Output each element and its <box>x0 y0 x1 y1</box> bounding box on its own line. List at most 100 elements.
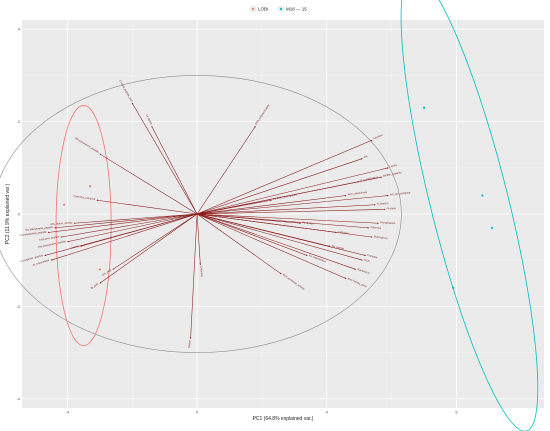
loading-label: Bt_poly <box>90 281 100 290</box>
loading-label: Abs_lipase_activity <box>50 220 73 226</box>
legend-label-lobi: LOBI <box>258 7 268 12</box>
loading-arrow <box>189 213 198 339</box>
loading-arrow <box>99 153 198 215</box>
loading-label: IAA <box>363 154 368 159</box>
loading-label: Chitinase <box>199 266 204 278</box>
x-tick-label: 8 <box>455 410 458 415</box>
data-points <box>63 106 494 290</box>
loading-label: Re_pellicle <box>331 244 345 251</box>
loading-label: Ac extracellular <box>32 258 50 267</box>
legend-label-m18: M18 --- 15 <box>286 7 307 12</box>
loading-arrow <box>196 213 308 256</box>
loading-arrow <box>197 167 389 215</box>
grid-lines <box>22 20 544 408</box>
x-axis-title: PC1 (64.8% explained var.) <box>253 416 314 422</box>
loading-arrow <box>197 194 389 215</box>
loading-arrow <box>131 102 198 215</box>
loading-label: DNase <box>187 340 191 349</box>
loading-arrow <box>197 204 376 215</box>
loading-label: Am_pro_protease <box>390 190 411 196</box>
loading-label: Biofilm_capacity <box>383 170 403 178</box>
loading-arrow <box>196 213 347 279</box>
loading-arrow <box>54 213 198 229</box>
legend-marker-m18 <box>279 7 283 11</box>
point-series-1 <box>452 286 455 290</box>
loading-arrow <box>196 213 282 275</box>
x-tick-label: 4 <box>326 410 329 415</box>
loading-label: Gelatin <box>70 244 80 250</box>
legend: LOBI M18 --- 15 <box>249 5 307 13</box>
loading-arrow <box>47 213 198 234</box>
loading-arrow <box>197 208 386 215</box>
loading-label: Protease <box>367 253 379 260</box>
x-tick-label: 0 <box>196 410 199 415</box>
y-tick-label: 2 <box>18 119 21 124</box>
point-series-0 <box>63 203 66 206</box>
loading-arrow <box>112 213 198 270</box>
legend-item-m18: M18 --- 15 <box>277 5 307 13</box>
loading-label: Lo polystyrene_peptide <box>19 230 47 237</box>
loading-label: Lo polyester_peptide <box>19 253 44 263</box>
loading-label: Total prot. peptide <box>39 234 61 241</box>
legend-marker-lobi <box>251 7 255 11</box>
loading-label: Cleft Ptot_extracell <box>73 194 96 201</box>
loading-label: Le_lipase <box>145 114 154 126</box>
loading-arrow <box>196 213 202 266</box>
loading-label: Gly polystyrene_peptide <box>25 225 54 232</box>
loading-label: Phosphatase <box>380 220 396 225</box>
y-axis-title: PC2 (11.9% explained var.) <box>5 183 11 244</box>
loading-label: ACC_deaminase <box>347 190 368 196</box>
loading-arrow <box>99 213 198 284</box>
loading-label: Fe_siderophore <box>308 253 327 263</box>
loading-arrow <box>196 158 363 215</box>
loading-arrow <box>197 213 370 229</box>
point-series-1 <box>481 194 484 197</box>
loading-arrow <box>196 139 373 215</box>
loading-arrow <box>197 213 337 234</box>
loading-label: HCN <box>364 258 371 263</box>
loading-label: Hist polystyrene_peptide <box>38 239 67 249</box>
legend-item-lobi: LOBI <box>249 5 268 13</box>
loading-arrow <box>196 126 256 215</box>
y-axis-ticks: -4 -2 0 2 4 <box>16 27 20 402</box>
group-ellipse-0 <box>55 105 112 347</box>
loading-arrow <box>196 213 357 270</box>
loading-arrow <box>197 213 379 224</box>
x-tick-label: -4 <box>66 410 70 415</box>
y-tick-label: 4 <box>18 27 21 32</box>
loading-arrow <box>73 213 198 224</box>
loading-arrow <box>50 213 198 261</box>
loading-label: P_solubilization <box>360 175 379 183</box>
loading-label: Phytase <box>387 206 397 210</box>
point-series-1 <box>491 226 494 229</box>
loading-label: N_fixation <box>377 201 389 206</box>
y-tick-label: -4 <box>16 396 20 401</box>
loading-arrow <box>197 213 363 261</box>
point-series-1 <box>422 106 426 109</box>
y-tick-label: 0 <box>18 211 21 216</box>
loading-label: Siderophore <box>374 234 389 240</box>
loading-label: Ost_pept <box>101 268 112 277</box>
loading-label: Cellulase <box>338 230 350 235</box>
loading-label: Mot Pellicle_swim <box>347 277 368 289</box>
point-series-0 <box>88 185 92 188</box>
loading-label: Amylase <box>372 133 383 141</box>
loading-arrow <box>197 213 366 257</box>
loading-arrow <box>197 181 360 215</box>
loading-arrow <box>151 125 198 215</box>
loading-label: Bacteriocin <box>357 267 371 275</box>
loading-arrow <box>80 213 198 247</box>
group-ellipse-1 <box>400 0 539 431</box>
loading-arrow <box>96 199 198 215</box>
x-axis-ticks: -4 0 4 8 <box>66 410 459 415</box>
loading-label: Lipase <box>389 163 398 169</box>
loading-arrow <box>197 194 347 215</box>
y-tick-label: -2 <box>16 304 20 309</box>
loading-arrow <box>60 213 198 238</box>
loading-arrow <box>67 213 198 243</box>
loading-label: Xylanase <box>370 225 382 230</box>
correlation-circle <box>0 75 402 353</box>
point-series-0 <box>98 268 101 271</box>
